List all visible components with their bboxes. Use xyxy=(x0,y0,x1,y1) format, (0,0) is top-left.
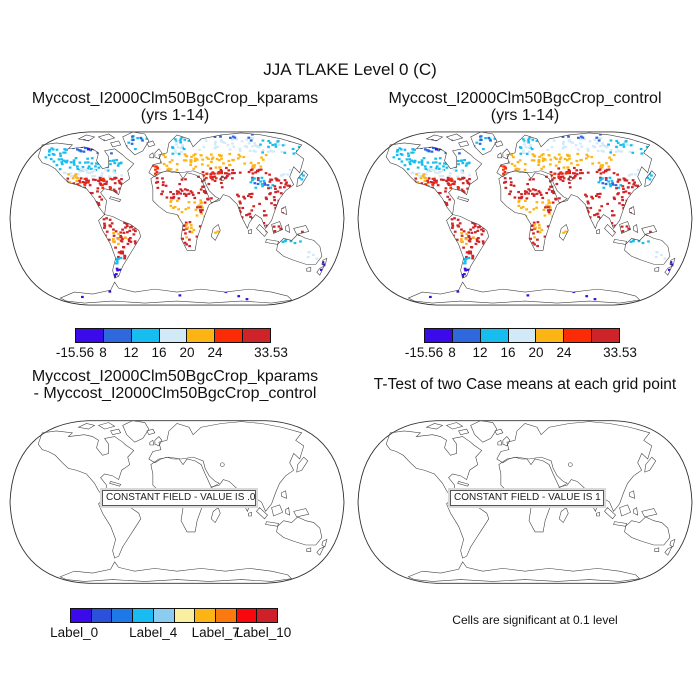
colorbar-diff-labels: Label_0 Label_4 Label_7 Label_10 xyxy=(50,625,291,641)
panel-title-kparams-line2: (yrs 1-14) xyxy=(140,107,210,124)
colorbar-box xyxy=(158,329,187,342)
constant-field-label-ttest: CONSTANT FIELD - VALUE IS 1 xyxy=(450,490,604,506)
colorbar-tick-label: Label_7 xyxy=(191,625,240,640)
colorbar-control-boxes xyxy=(424,328,620,343)
colorbar-tick-label: -15.56 xyxy=(55,345,95,360)
colorbar-tick-label: 16 xyxy=(151,345,167,360)
colorbar-tick-label: Label_10 xyxy=(235,625,292,640)
panel-title-diff: Myccost_I2000Clm50BgcCrop_kparams - Mycc… xyxy=(0,368,350,402)
colorbar-box xyxy=(111,609,133,622)
colorbar-tick-label: -15.56 xyxy=(404,345,444,360)
colorbar-kparams-labels: -15.56 8 12 16 20 24 33.53 xyxy=(56,345,288,361)
colorbar-box xyxy=(90,609,112,622)
colorbar-box xyxy=(130,329,159,342)
colorbar-box xyxy=(173,609,195,622)
colorbar-tick-label: 20 xyxy=(179,345,195,360)
colorbar-box xyxy=(479,329,508,342)
colorbar-box xyxy=(535,329,564,342)
colorbar-tick-label: 20 xyxy=(528,345,544,360)
colorbar-tick-label: 12 xyxy=(123,345,139,360)
colorbar-box xyxy=(242,329,271,342)
colorbar-tick-label: 33.53 xyxy=(603,345,637,360)
colorbar-tick-label: Label_0 xyxy=(50,625,99,640)
panel-title-diff-line1: Myccost_I2000Clm50BgcCrop_kparams xyxy=(31,368,319,385)
colorbar-control-labels: -15.56 8 12 16 20 24 33.53 xyxy=(405,345,637,361)
world-map-kparams xyxy=(9,131,345,306)
colorbar-box xyxy=(132,609,153,622)
colorbar-tick-label: 8 xyxy=(99,345,107,360)
colorbar-box xyxy=(425,329,452,342)
colorbar-box xyxy=(194,609,215,622)
colorbar-tick-label: 12 xyxy=(472,345,488,360)
colorbar-diff-boxes xyxy=(70,608,278,623)
significance-note: Cells are significant at 0.1 level xyxy=(452,613,618,627)
panel-title-diff-line2: - Myccost_I2000Clm50BgcCrop_control xyxy=(33,385,317,402)
colorbar-box xyxy=(152,609,174,622)
colorbar-box xyxy=(256,609,278,622)
colorbar-box xyxy=(186,329,215,342)
colorbar-box xyxy=(235,609,257,622)
colorbar-box xyxy=(451,329,480,342)
figure-title: JJA TLAKE Level 0 (C) xyxy=(263,60,437,79)
data-cells xyxy=(44,133,327,301)
colorbar-diff: Label_0 Label_4 Label_7 Label_10 xyxy=(50,608,291,641)
panel-title-ttest: T-Test of two Case means at each grid po… xyxy=(350,376,700,393)
coastlines xyxy=(37,131,328,304)
panel-title-control-line2: (yrs 1-14) xyxy=(490,107,560,124)
coastlines xyxy=(385,131,676,304)
colorbar-tick-label: 33.53 xyxy=(254,345,288,360)
panel-title-ttest-line1: T-Test of two Case means at each grid po… xyxy=(373,376,677,393)
colorbar-box xyxy=(71,609,91,622)
constant-field-label-diff: CONSTANT FIELD - VALUE IS .0 xyxy=(102,490,256,506)
colorbar-tick-label: 24 xyxy=(556,345,572,360)
world-map-control xyxy=(357,131,693,306)
panel-title-kparams: Myccost_I2000Clm50BgcCrop_kparams (yrs 1… xyxy=(0,90,350,124)
colorbar-kparams-boxes xyxy=(75,328,271,343)
data-cells xyxy=(392,133,675,301)
colorbar-box xyxy=(102,329,131,342)
colorbar-tick-label: 8 xyxy=(448,345,456,360)
colorbar-box xyxy=(76,329,103,342)
colorbar-tick-label: 24 xyxy=(207,345,223,360)
colorbar-box xyxy=(563,329,592,342)
colorbar-box xyxy=(507,329,536,342)
colorbar-kparams: -15.56 8 12 16 20 24 33.53 xyxy=(56,328,288,361)
colorbar-control: -15.56 8 12 16 20 24 33.53 xyxy=(405,328,637,361)
colorbar-tick-label: Label_4 xyxy=(129,625,178,640)
panel-title-control: Myccost_I2000Clm50BgcCrop_control (yrs 1… xyxy=(350,90,700,124)
panel-title-kparams-line1: Myccost_I2000Clm50BgcCrop_kparams xyxy=(31,90,319,107)
world-map-ttest xyxy=(357,420,693,584)
colorbar-tick-label: 16 xyxy=(500,345,516,360)
colorbar-box xyxy=(591,329,620,342)
panel-title-control-line1: Myccost_I2000Clm50BgcCrop_control xyxy=(388,90,662,107)
colorbar-box xyxy=(214,609,236,622)
colorbar-box xyxy=(214,329,243,342)
